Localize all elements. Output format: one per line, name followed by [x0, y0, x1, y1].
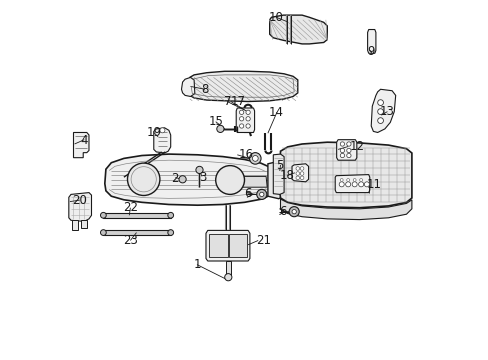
Circle shape: [215, 166, 244, 194]
Circle shape: [346, 179, 349, 181]
Circle shape: [377, 118, 383, 123]
Circle shape: [239, 110, 244, 114]
Circle shape: [300, 172, 303, 175]
Text: 6: 6: [244, 187, 251, 200]
Circle shape: [245, 117, 250, 121]
Text: 11: 11: [366, 178, 381, 191]
Circle shape: [245, 124, 250, 128]
Circle shape: [167, 230, 173, 235]
Circle shape: [127, 163, 160, 195]
Text: 4: 4: [81, 134, 88, 147]
Polygon shape: [81, 220, 87, 228]
Text: 21: 21: [256, 234, 270, 247]
Circle shape: [295, 176, 299, 180]
Circle shape: [339, 182, 344, 187]
Text: 12: 12: [349, 140, 364, 153]
Text: 1: 1: [193, 258, 200, 271]
Text: 13: 13: [379, 105, 394, 118]
Circle shape: [345, 182, 350, 187]
Text: 7: 7: [224, 95, 231, 108]
Polygon shape: [236, 108, 254, 132]
Text: 17: 17: [230, 95, 245, 108]
Circle shape: [252, 156, 258, 161]
Circle shape: [340, 179, 343, 181]
Text: 5: 5: [276, 159, 283, 172]
Text: 18: 18: [279, 169, 294, 182]
Circle shape: [358, 182, 363, 187]
Polygon shape: [103, 230, 170, 235]
Circle shape: [291, 210, 296, 214]
Circle shape: [340, 142, 344, 146]
Text: 16: 16: [238, 148, 253, 161]
Circle shape: [249, 153, 261, 164]
Polygon shape: [103, 213, 170, 218]
Text: 3: 3: [199, 171, 206, 184]
Text: 10: 10: [268, 11, 283, 24]
Polygon shape: [69, 193, 91, 221]
Circle shape: [300, 176, 303, 180]
Circle shape: [160, 128, 164, 133]
Polygon shape: [279, 142, 411, 208]
Polygon shape: [367, 30, 375, 53]
Polygon shape: [335, 175, 369, 193]
Polygon shape: [291, 164, 308, 182]
Polygon shape: [241, 176, 266, 187]
Circle shape: [101, 212, 106, 218]
Text: 2: 2: [171, 172, 179, 185]
Text: 8: 8: [201, 83, 208, 96]
Text: 19: 19: [146, 126, 161, 139]
Polygon shape: [104, 154, 273, 205]
Circle shape: [224, 274, 231, 281]
Circle shape: [351, 182, 356, 187]
Polygon shape: [225, 261, 230, 275]
Circle shape: [340, 153, 344, 158]
Circle shape: [167, 212, 173, 218]
Polygon shape: [209, 234, 227, 257]
Polygon shape: [229, 234, 247, 257]
Polygon shape: [188, 71, 297, 102]
Polygon shape: [267, 161, 284, 199]
Text: 23: 23: [122, 234, 138, 247]
Circle shape: [300, 167, 303, 170]
Circle shape: [340, 148, 344, 153]
Circle shape: [101, 230, 106, 235]
Circle shape: [377, 109, 383, 114]
Circle shape: [377, 100, 383, 105]
Text: 22: 22: [122, 201, 138, 214]
Circle shape: [259, 192, 264, 197]
Circle shape: [239, 124, 244, 128]
Circle shape: [245, 110, 250, 114]
Circle shape: [295, 167, 299, 170]
Text: 15: 15: [208, 115, 223, 128]
Text: 9: 9: [366, 45, 373, 58]
Circle shape: [256, 189, 266, 199]
Text: 14: 14: [268, 106, 283, 119]
Polygon shape: [336, 140, 356, 160]
Circle shape: [239, 117, 244, 121]
Polygon shape: [273, 154, 284, 194]
Polygon shape: [73, 132, 89, 158]
Polygon shape: [269, 15, 326, 44]
Polygon shape: [72, 220, 78, 230]
Circle shape: [179, 176, 186, 183]
Text: 6: 6: [279, 205, 286, 218]
Text: 20: 20: [72, 194, 87, 207]
Circle shape: [295, 172, 299, 175]
Polygon shape: [205, 230, 249, 261]
Circle shape: [288, 207, 299, 217]
Circle shape: [196, 166, 203, 174]
Circle shape: [364, 182, 368, 187]
Polygon shape: [153, 128, 170, 153]
Circle shape: [352, 179, 355, 181]
Circle shape: [346, 148, 350, 153]
Polygon shape: [181, 77, 194, 96]
Circle shape: [359, 179, 362, 181]
Circle shape: [346, 153, 350, 158]
Circle shape: [346, 142, 350, 146]
Circle shape: [216, 125, 224, 132]
Polygon shape: [370, 89, 395, 132]
Polygon shape: [280, 199, 411, 220]
